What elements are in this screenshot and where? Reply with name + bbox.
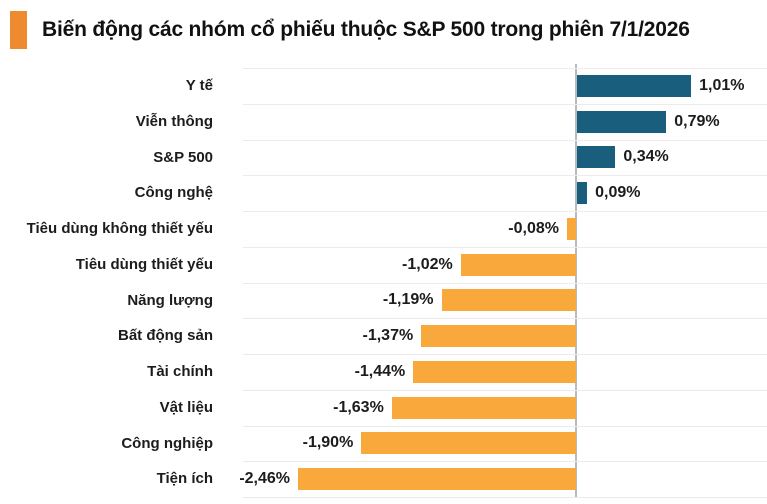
bar bbox=[441, 289, 576, 312]
category-label: S&P 500 bbox=[153, 148, 213, 166]
row-gridline bbox=[243, 497, 767, 498]
row-gridline bbox=[243, 175, 767, 177]
category-label: Công nghiệp bbox=[121, 434, 213, 452]
row-gridline bbox=[243, 354, 767, 355]
row-gridline bbox=[243, 246, 767, 248]
category-label: Tiện ích bbox=[156, 470, 213, 488]
title-bullet-icon bbox=[10, 11, 27, 49]
row-gridline bbox=[243, 425, 767, 427]
category-label: Bất động sản bbox=[117, 327, 213, 345]
bar bbox=[566, 217, 576, 240]
bar bbox=[577, 110, 667, 133]
category-label: Y tế bbox=[185, 77, 213, 94]
bar bbox=[391, 396, 576, 419]
row-gridline bbox=[243, 461, 767, 463]
category-label: Công nghệ bbox=[134, 184, 213, 202]
bar bbox=[421, 325, 576, 348]
category-label: Năng lượng bbox=[127, 291, 213, 309]
row-gridline bbox=[243, 139, 767, 141]
zero-axis-line bbox=[575, 64, 577, 497]
value-label: 0,34% bbox=[623, 148, 669, 166]
value-label: -1,19% bbox=[382, 291, 434, 309]
row-gridline bbox=[243, 68, 767, 69]
bar bbox=[577, 182, 588, 205]
value-label: 1,01% bbox=[699, 76, 745, 94]
row-gridline bbox=[243, 211, 767, 212]
category-label: Vật liệu bbox=[159, 398, 213, 416]
chart-title: Biến động các nhóm cổ phiếu thuộc S&P 50… bbox=[42, 18, 690, 41]
value-label: -1,90% bbox=[302, 434, 354, 452]
bar-chart: Y tế 1,01% Viễn thông 0,79% S&P 500 0,34% Công… bbox=[0, 64, 767, 498]
row-gridline bbox=[243, 282, 767, 284]
value-label: -1,44% bbox=[354, 362, 406, 380]
value-label: -2,46% bbox=[239, 470, 291, 488]
bar bbox=[577, 74, 692, 97]
value-label: -1,02% bbox=[402, 255, 453, 273]
row-gridline bbox=[243, 318, 767, 320]
chart-header: Biến động các nhóm cổ phiếu thuộc S&P 50… bbox=[0, 0, 767, 62]
row-gridline bbox=[243, 389, 767, 391]
bar bbox=[577, 146, 616, 169]
bar bbox=[460, 253, 576, 276]
value-label: 0,09% bbox=[595, 184, 641, 202]
value-label: -1,37% bbox=[362, 327, 414, 345]
category-label: Tiêu dùng thiết yếu bbox=[75, 255, 213, 273]
value-label: -0,08% bbox=[508, 219, 559, 237]
value-label: -1,63% bbox=[333, 398, 384, 416]
row-gridline bbox=[243, 103, 767, 105]
category-label: Viễn thông bbox=[135, 112, 213, 130]
bar bbox=[298, 468, 576, 491]
value-label: 0,79% bbox=[674, 112, 720, 130]
bar bbox=[361, 432, 576, 455]
category-label: Tài chính bbox=[147, 363, 213, 380]
bar bbox=[413, 360, 576, 383]
category-label: Tiêu dùng không thiết yếu bbox=[26, 220, 213, 237]
